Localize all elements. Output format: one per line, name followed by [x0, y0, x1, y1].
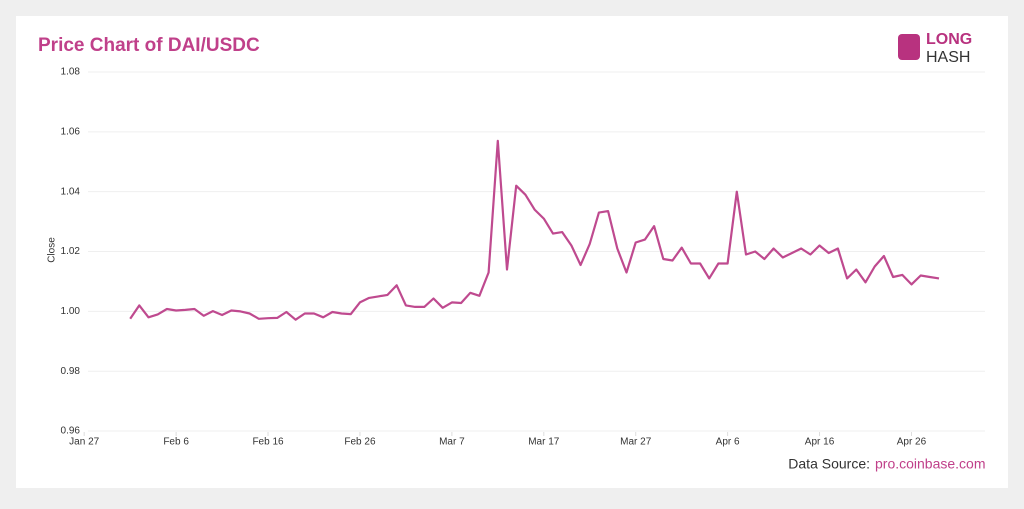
logo-icon — [898, 34, 920, 60]
x-tick-label: Feb 26 — [344, 437, 376, 448]
x-tick-label: Jan 27 — [69, 437, 99, 448]
y-tick-label: 1.06 — [61, 126, 81, 137]
y-tick-label: 1.04 — [61, 186, 81, 197]
source-link[interactable]: pro.coinbase.com — [875, 456, 986, 472]
logo-bottom: HASH — [926, 49, 970, 66]
x-tick-label: Feb 6 — [163, 437, 189, 448]
source-label: Data Source: — [788, 456, 870, 472]
x-tick-label: Apr 26 — [897, 437, 927, 448]
y-tick-label: 1.02 — [61, 246, 81, 257]
x-tick-label: Mar 7 — [439, 437, 465, 448]
chart-title: Price Chart of DAI/USDC — [38, 35, 260, 56]
x-tick-label: Apr 16 — [805, 437, 835, 448]
price-line — [129, 139, 940, 321]
x-tick-label: Feb 16 — [252, 437, 284, 448]
y-tick-label: 1.08 — [61, 67, 81, 78]
y-tick-label: 0.96 — [61, 426, 81, 437]
x-tick-label: Mar 17 — [528, 437, 560, 448]
x-tick-label: Mar 27 — [620, 437, 652, 448]
logo: LONG HASH — [898, 31, 972, 66]
y-tick-label: 1.00 — [61, 306, 81, 317]
y-axis-label: Close — [47, 237, 58, 263]
x-tick-label: Apr 6 — [716, 437, 740, 448]
y-tick-label: 0.98 — [61, 366, 81, 377]
logo-top: LONG — [926, 31, 972, 48]
